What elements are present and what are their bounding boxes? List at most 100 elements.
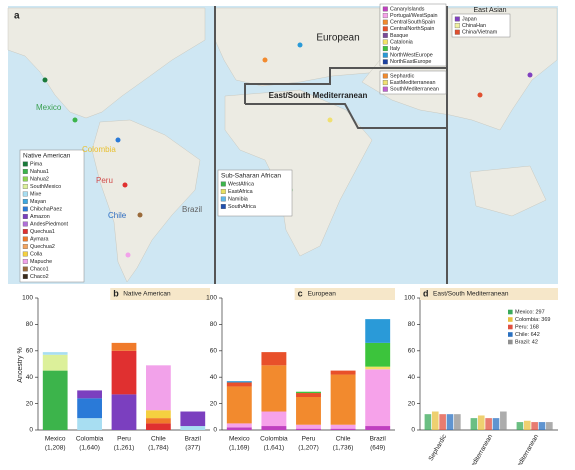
legend-label: SouthMexico (30, 184, 61, 190)
legend-label: Nahua2 (30, 176, 49, 182)
legend-swatch (220, 189, 226, 194)
sample-dot (477, 92, 483, 98)
y-tick-label: 40 (210, 374, 218, 381)
legend-label: Colombia: 369 (515, 317, 550, 323)
y-tick-label: 40 (26, 374, 34, 381)
legend-label: Portugal/WestSpain (390, 13, 438, 19)
sample-dot (115, 137, 121, 143)
europe (214, 7, 381, 87)
bar-segment (180, 411, 206, 427)
legend-swatch (382, 46, 388, 52)
bar-segment (180, 426, 206, 430)
y-tick-label: 80 (26, 321, 34, 328)
panel-label: a (14, 11, 20, 22)
x-tick-label: Brazil (370, 436, 387, 443)
legend-label: Amazon (30, 214, 50, 220)
legend-label: ChibchaPaez (30, 206, 62, 212)
sample-size-label: (1,736) (333, 445, 354, 452)
bar-segment (111, 350, 137, 395)
sample-size-label: (1,169) (229, 445, 250, 452)
bar (538, 422, 546, 430)
bar-segment (226, 423, 252, 428)
sample-size-label: (1,208) (45, 445, 66, 452)
legend-box (379, 3, 447, 67)
bar (531, 422, 538, 430)
legend-swatch (22, 266, 28, 272)
south-america (91, 119, 201, 283)
bar-segment (42, 354, 68, 371)
legend-swatch (22, 184, 28, 189)
legend-label: Mapuche (30, 259, 52, 265)
legend-swatch (22, 191, 28, 197)
bar-segment (42, 370, 68, 430)
x-tick-label: Chile (336, 436, 351, 443)
bar-segment (261, 365, 287, 412)
north-america (7, 7, 206, 119)
legend-label: Basque (390, 33, 408, 39)
legend-swatch (220, 181, 226, 187)
bar-segment (111, 394, 137, 430)
panel-label: b (113, 288, 119, 298)
legend-swatch (22, 206, 28, 212)
bar-segment (365, 369, 391, 427)
bar-segment (226, 382, 252, 387)
region-label: European (316, 33, 359, 44)
legend-label: Chaco1 (30, 266, 49, 272)
legend-label: Brazil: 42 (515, 339, 538, 345)
bar (431, 411, 439, 430)
x-tick-label: South-Mediterranean (504, 433, 541, 465)
sample-dot (122, 182, 128, 188)
country-label: Colombia (82, 145, 116, 154)
sample-dot (125, 252, 131, 258)
bar-segment (330, 428, 356, 430)
legend-swatch (382, 86, 388, 92)
legend-swatch (382, 59, 388, 65)
y-axis-label: Ancestry % (17, 347, 24, 382)
country-label: Peru (96, 176, 113, 185)
x-tick-label: Peru (117, 436, 131, 443)
sample-size-label: (1,261) (114, 445, 135, 452)
sample-size-label: (1,641) (264, 445, 285, 452)
region-label: East/South Mediterranean (269, 91, 368, 100)
legend-label: Chaco2 (30, 274, 49, 280)
legend-label: China/Vietnam (462, 30, 498, 36)
bar-segment (226, 381, 252, 383)
x-tick-label: Colombia (260, 436, 288, 443)
x-tick-label: Sephardic (428, 433, 449, 462)
legend-swatch (22, 169, 28, 174)
legend-label: EastMediterranean (390, 80, 436, 86)
bar-segment (330, 374, 356, 425)
bar-segment (226, 386, 252, 424)
legend-label: WestAfrica (228, 181, 254, 187)
legend-label: Namibia (228, 196, 248, 202)
legend-label: Colla (30, 251, 42, 257)
bar-segment (42, 352, 68, 355)
legend-label: Italy (390, 46, 400, 52)
legend-box (217, 169, 293, 217)
legend-swatch (22, 199, 28, 204)
sample-dot (297, 42, 303, 48)
legend-label: Chile: 642 (515, 332, 540, 338)
region-borders (214, 6, 448, 284)
legend-box (451, 13, 511, 38)
sample-dot (527, 72, 533, 78)
legend-swatch (382, 32, 388, 38)
legend-label: Mixe (30, 191, 41, 197)
legend-swatch (508, 332, 513, 337)
legend-label: Aymara (30, 236, 48, 242)
sample-dot (72, 117, 78, 123)
panel-title: European (308, 291, 337, 298)
y-tick-label: 100 (22, 295, 33, 302)
bar-segment (365, 366, 391, 370)
x-tick-label: Colombia (76, 436, 104, 443)
legend-swatch (508, 324, 513, 330)
y-tick-label: 0 (213, 427, 217, 434)
panel-label: d (423, 288, 429, 298)
y-tick-label: 60 (210, 348, 218, 355)
legend-swatch (22, 259, 28, 264)
x-tick-label: Mexico (229, 436, 250, 443)
region-label: East Asian (473, 7, 506, 14)
panel-title-box (420, 288, 558, 300)
bar-segment (296, 391, 321, 394)
